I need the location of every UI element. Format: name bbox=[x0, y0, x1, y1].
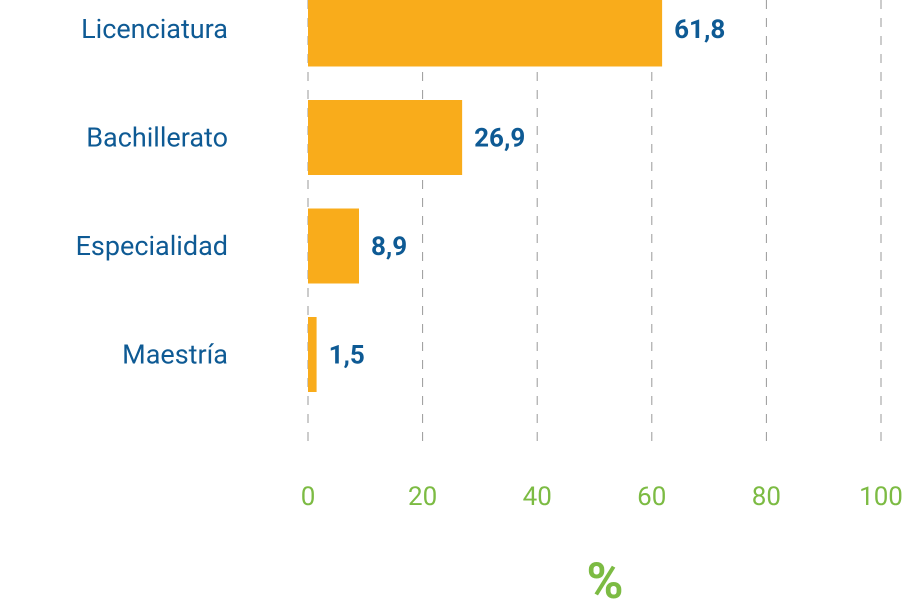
x-tick-label: 20 bbox=[408, 482, 437, 512]
x-axis-label: % bbox=[587, 553, 624, 611]
bar bbox=[308, 0, 663, 67]
y-tick-label: Maestría bbox=[122, 339, 228, 371]
x-tick-label: 60 bbox=[637, 482, 666, 512]
data-label: 26,9 bbox=[474, 123, 525, 153]
y-tick-label: Especialidad bbox=[76, 230, 228, 262]
data-label: 8,9 bbox=[371, 232, 407, 262]
y-tick-label: Bachillerato bbox=[86, 122, 228, 154]
data-label: 1,5 bbox=[329, 340, 365, 370]
x-tick-label: 100 bbox=[859, 482, 903, 512]
bar bbox=[308, 317, 317, 392]
bar bbox=[308, 208, 359, 284]
x-tick-label: 0 bbox=[301, 482, 316, 512]
y-tick-label: Licenciatura bbox=[81, 13, 228, 45]
x-tick-label: 40 bbox=[523, 482, 552, 512]
x-tick-label: 80 bbox=[752, 482, 781, 512]
data-label: 61,8 bbox=[674, 15, 725, 45]
bar bbox=[308, 100, 463, 175]
